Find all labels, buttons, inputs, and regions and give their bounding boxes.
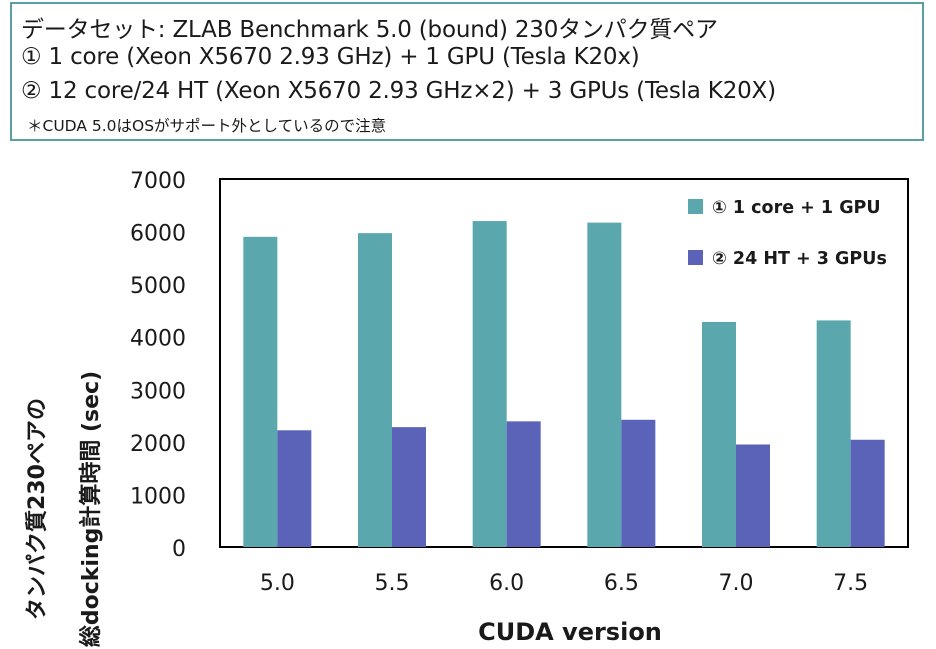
x-tick-label: 5.0 (260, 571, 295, 596)
legend-label-2: ② 24 HT + 3 GPUs (712, 249, 887, 269)
bar-1-5.5 (358, 233, 392, 548)
legend-swatch-1 (688, 199, 703, 214)
x-axis-label: CUDA version (478, 618, 662, 646)
bar-1-7.0 (702, 321, 736, 547)
x-tick-label: 6.0 (489, 571, 524, 596)
bar-1-7.5 (816, 320, 851, 547)
bar-2-7.0 (736, 444, 770, 547)
y-tick-label: 0 (172, 537, 186, 562)
bar-2-6.0 (506, 421, 541, 547)
y-tick-label: 3000 (130, 379, 186, 404)
bar-2-5.5 (392, 427, 426, 547)
bar-chart: 0 1000 2000 3000 4000 5000 6000 7000 5.0 5.5 6.0 6… (25, 169, 909, 647)
x-axis-ticks: 5.0 5.5 6.0 6.5 7.0 7.5 (260, 571, 868, 596)
y-tick-label: 6000 (130, 222, 186, 247)
bar-2-5.0 (277, 430, 312, 547)
x-tick-label: 5.5 (375, 571, 410, 596)
plot-area (219, 178, 909, 548)
x-tick-label: 7.5 (833, 571, 868, 596)
bar-2-7.5 (850, 439, 885, 547)
y-tick-label: 2000 (130, 432, 186, 457)
y-tick-label: 5000 (130, 274, 186, 299)
bar-1-6.0 (472, 221, 507, 548)
y-axis-ticks: 0 1000 2000 3000 4000 5000 6000 7000 (130, 169, 186, 562)
x-tick-label: 7.0 (719, 571, 754, 596)
legend: ① 1 core + 1 GPU ② 24 HT + 3 GPUs (688, 198, 887, 269)
y-tick-label: 1000 (130, 484, 186, 509)
bar-1-6.5 (587, 222, 622, 547)
config-1-line: ① 1 core (Xeon X5670 2.93 GHz) + 1 GPU (… (21, 44, 640, 70)
bar-2-6.5 (621, 419, 656, 547)
plot-frame (219, 178, 909, 548)
y-tick-label: 7000 (130, 169, 186, 194)
dataset-line: データセット: ZLAB Benchmark 5.0 (bound) 230タン… (21, 17, 718, 43)
y-axis-label-line-1: タンパク質230ペアの (25, 398, 50, 620)
legend-label-1: ① 1 core + 1 GPU (712, 198, 881, 218)
config-2-line: ② 12 core/24 HT (Xeon X5670 2.93 GHz×2) … (21, 78, 776, 104)
legend-swatch-2 (688, 250, 703, 265)
y-tick-label: 4000 (130, 327, 186, 352)
cuda-note: ＊CUDA 5.0はOSがサポート外としているので注意 (27, 117, 387, 135)
y-axis-label: タンパク質230ペアの 総docking計算時間 (sec) (25, 371, 104, 647)
y-axis-label-line-2: 総docking計算時間 (sec) (78, 371, 104, 647)
dataset-info-box: データセット: ZLAB Benchmark 5.0 (bound) 230タン… (10, 2, 924, 141)
bar-1-5.0 (243, 236, 278, 547)
x-tick-label: 6.5 (604, 571, 639, 596)
